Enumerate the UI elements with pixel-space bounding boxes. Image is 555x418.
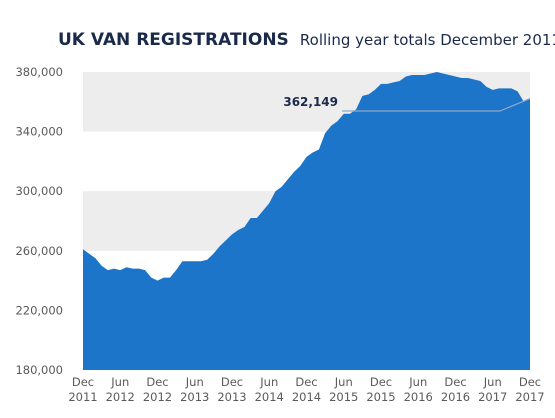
- x-tick-month: Dec: [519, 375, 541, 389]
- x-tick-year: 2015: [366, 390, 395, 404]
- chart-title: UK VAN REGISTRATIONS: [58, 30, 289, 50]
- x-tick-year: 2013: [217, 390, 246, 404]
- y-tick-label: 220,000: [15, 303, 63, 317]
- x-tick-month: Jun: [110, 375, 129, 389]
- x-tick-month: Dec: [221, 375, 243, 389]
- x-tick-year: 2017: [478, 390, 507, 404]
- x-tick-month: Dec: [370, 375, 392, 389]
- x-tick-month: Dec: [444, 375, 466, 389]
- x-tick-month: Jun: [185, 375, 204, 389]
- registrations-area: [83, 72, 530, 370]
- x-tick-year: 2017: [515, 390, 544, 404]
- y-tick-label: 260,000: [15, 244, 63, 258]
- x-axis: Dec2011Jun2012Dec2012Jun2013Dec2013Jun20…: [68, 375, 544, 404]
- x-tick-year: 2014: [255, 390, 284, 404]
- annotation-label: 362,149: [283, 95, 338, 109]
- y-axis: 380,000 340,000 300,000 260,000 220,000 180,0…: [15, 65, 63, 377]
- x-tick-month: Jun: [483, 375, 502, 389]
- annotation-leader-line: [342, 98, 531, 112]
- chart-title-line: UK VAN REGISTRATIONS Rolling year totals…: [58, 30, 555, 50]
- y-tick-label: 380,000: [15, 65, 63, 79]
- y-tick-label: 180,000: [15, 363, 63, 377]
- y-tick-label: 340,000: [15, 125, 63, 139]
- x-tick-year: 2016: [441, 390, 470, 404]
- x-tick-month: Dec: [146, 375, 168, 389]
- x-tick-year: 2012: [106, 390, 135, 404]
- x-tick-year: 2011: [68, 390, 97, 404]
- chart-subtitle: Rolling year totals December 2011 to dat…: [300, 31, 555, 49]
- x-tick-year: 2012: [143, 390, 172, 404]
- x-tick-year: 2015: [329, 390, 358, 404]
- x-tick-month: Jun: [259, 375, 278, 389]
- x-tick-month: Dec: [72, 375, 94, 389]
- x-tick-year: 2016: [404, 390, 433, 404]
- x-tick-month: Dec: [295, 375, 317, 389]
- y-tick-label: 300,000: [15, 184, 63, 198]
- x-tick-year: 2013: [180, 390, 209, 404]
- annotation-layer: 362,149: [283, 95, 531, 112]
- x-tick-month: Jun: [334, 375, 353, 389]
- area-layer: [83, 72, 530, 370]
- x-tick-month: Jun: [408, 375, 427, 389]
- x-tick-year: 2014: [292, 390, 321, 404]
